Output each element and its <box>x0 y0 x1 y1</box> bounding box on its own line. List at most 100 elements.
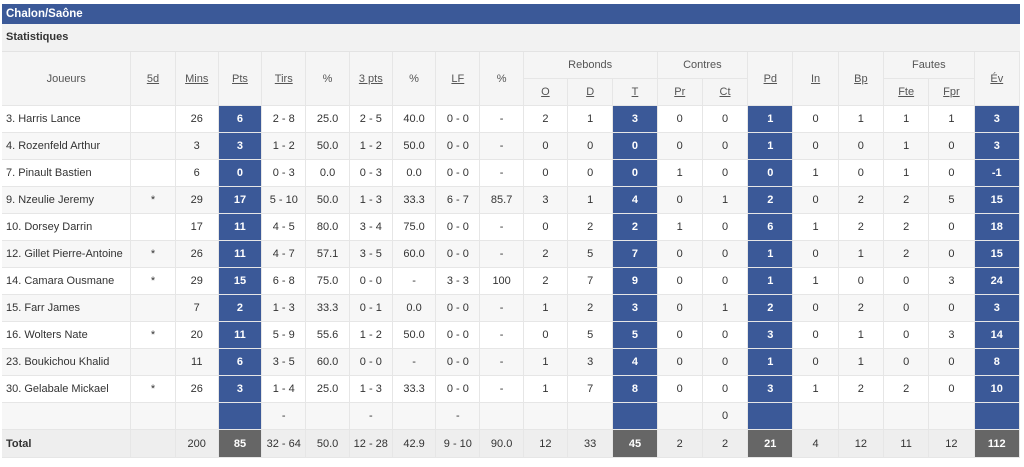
col-reb-t[interactable]: T <box>612 78 658 106</box>
stat-cell: - <box>261 402 307 430</box>
stat-cell: 0 <box>747 159 794 187</box>
stat-cell: 4 <box>792 429 839 458</box>
col-ev[interactable]: Év <box>974 52 1021 106</box>
stat-cell: 3 <box>612 294 658 322</box>
stat-cell: 0 <box>657 132 703 160</box>
col-fautes-fpr[interactable]: Fpr <box>928 78 975 106</box>
stat-cell: 33.3 <box>392 375 437 403</box>
stat-cell: 9 - 10 <box>435 429 481 458</box>
stat-cell <box>130 159 176 187</box>
stat-cell: 1 <box>838 321 885 349</box>
stat-cell: 7 <box>567 375 614 403</box>
col-pts[interactable]: Pts <box>218 52 263 106</box>
stat-cell: 2 <box>567 213 614 241</box>
stat-cell: 0 <box>792 105 839 133</box>
col-reb-o[interactable]: O <box>523 78 569 106</box>
col-joueurs[interactable]: Joueurs <box>2 52 132 106</box>
stat-cell <box>523 402 569 430</box>
stat-cell: 10 <box>974 375 1021 403</box>
stat-cell: 5 <box>612 321 658 349</box>
stat-cell: 1 - 3 <box>261 294 307 322</box>
table-row: 30. Gelabale Mickael * 26 3 1 - 4 25.0 1 - 3 33… <box>2 375 1021 403</box>
stat-cell: 1 <box>567 186 614 214</box>
stat-cell: 25.0 <box>305 105 350 133</box>
stat-cell: 3 <box>612 105 658 133</box>
stat-cell: 2 <box>883 213 930 241</box>
col-lf[interactable]: LF <box>435 52 481 106</box>
stat-cell: 0 - 0 <box>435 159 481 187</box>
stat-cell: 0 <box>792 321 839 349</box>
stat-cell: 0 <box>523 132 569 160</box>
col-pct-3pts: % <box>392 52 437 106</box>
col-fautes-fte[interactable]: Fte <box>883 78 930 106</box>
stat-cell: 0 <box>928 132 975 160</box>
col-contres-pr[interactable]: Pr <box>657 78 703 106</box>
stat-cell: - <box>479 213 524 241</box>
stat-cell: 100 <box>479 267 524 295</box>
player-name-cell: 10. Dorsey Darrin <box>2 213 132 241</box>
stat-cell: * <box>130 375 176 403</box>
stat-cell: 3 <box>218 132 263 160</box>
stat-cell: 2 - 5 <box>349 105 393 133</box>
stat-cell: 3 <box>218 375 263 403</box>
col-reb-d[interactable]: D <box>567 78 614 106</box>
stat-cell: 45 <box>612 429 658 458</box>
stat-cell: 6 - 8 <box>261 267 307 295</box>
stat-cell: 6 <box>747 213 794 241</box>
stat-cell: 50.0 <box>305 186 350 214</box>
stat-cell: 18 <box>974 213 1021 241</box>
stat-cell <box>792 402 839 430</box>
table-row: 9. Nzeulie Jeremy * 29 17 5 - 10 50.0 1 - 3 33.… <box>2 186 1021 214</box>
stat-cell: 0 <box>657 105 703 133</box>
stat-cell: 0 <box>702 105 749 133</box>
stat-cell: 2 <box>523 240 569 268</box>
stat-cell: 2 <box>612 213 658 241</box>
table-row: 12. Gillet Pierre-Antoine * 26 11 4 - 7 57.1 3… <box>2 240 1021 268</box>
stat-cell: 2 <box>883 186 930 214</box>
stat-cell <box>838 402 885 430</box>
stat-cell: 2 <box>838 294 885 322</box>
table-row: 15. Farr James 7 2 1 - 3 33.3 0 - 1 0.0 0 - 0-1… <box>2 294 1021 322</box>
stat-cell: 25.0 <box>305 375 350 403</box>
stat-cell: 0 - 3 <box>349 159 393 187</box>
stat-cell: 1 <box>523 375 569 403</box>
stat-cell: 0 <box>792 294 839 322</box>
player-name-cell: 9. Nzeulie Jeremy <box>2 186 132 214</box>
stat-cell: 2 <box>657 429 703 458</box>
stat-cell: 11 <box>175 348 219 376</box>
stat-cell: 11 <box>883 429 930 458</box>
col-tirs[interactable]: Tirs <box>261 52 307 106</box>
stat-cell: 1 <box>747 105 794 133</box>
col-pd[interactable]: Pd <box>747 52 794 106</box>
stat-cell: 1 <box>523 294 569 322</box>
stat-cell: 21 <box>747 429 794 458</box>
col-contres-ct[interactable]: Ct <box>702 78 749 106</box>
stat-cell: 6 <box>175 159 219 187</box>
stat-cell: 33.3 <box>392 186 437 214</box>
col-3pts[interactable]: 3 pts <box>349 52 393 106</box>
stat-cell <box>130 348 176 376</box>
stat-cell: * <box>130 186 176 214</box>
stat-cell: * <box>130 321 176 349</box>
stat-cell: 0 <box>928 240 975 268</box>
stat-cell: 1 <box>702 294 749 322</box>
stat-cell: 3 - 5 <box>349 240 393 268</box>
stat-cell: 1 <box>747 132 794 160</box>
col-5d[interactable]: 5d <box>130 52 176 106</box>
col-mins[interactable]: Mins <box>175 52 219 106</box>
col-bp[interactable]: Bp <box>838 52 885 106</box>
stat-cell: - <box>479 159 524 187</box>
stat-cell: 0 - 0 <box>435 132 481 160</box>
col-pct-lf: % <box>479 52 524 106</box>
stat-cell: 9 <box>612 267 658 295</box>
stat-cell: 0 - 0 <box>435 240 481 268</box>
stat-cell: 0 <box>702 267 749 295</box>
stat-cell: 85 <box>218 429 263 458</box>
stat-cell: 60.0 <box>305 348 350 376</box>
col-in[interactable]: In <box>792 52 839 106</box>
stat-cell: * <box>130 240 176 268</box>
stat-cell: 5 <box>928 186 975 214</box>
stat-cell: 5 <box>567 240 614 268</box>
section-title: Statistiques <box>2 24 1020 52</box>
stat-cell <box>747 402 794 430</box>
